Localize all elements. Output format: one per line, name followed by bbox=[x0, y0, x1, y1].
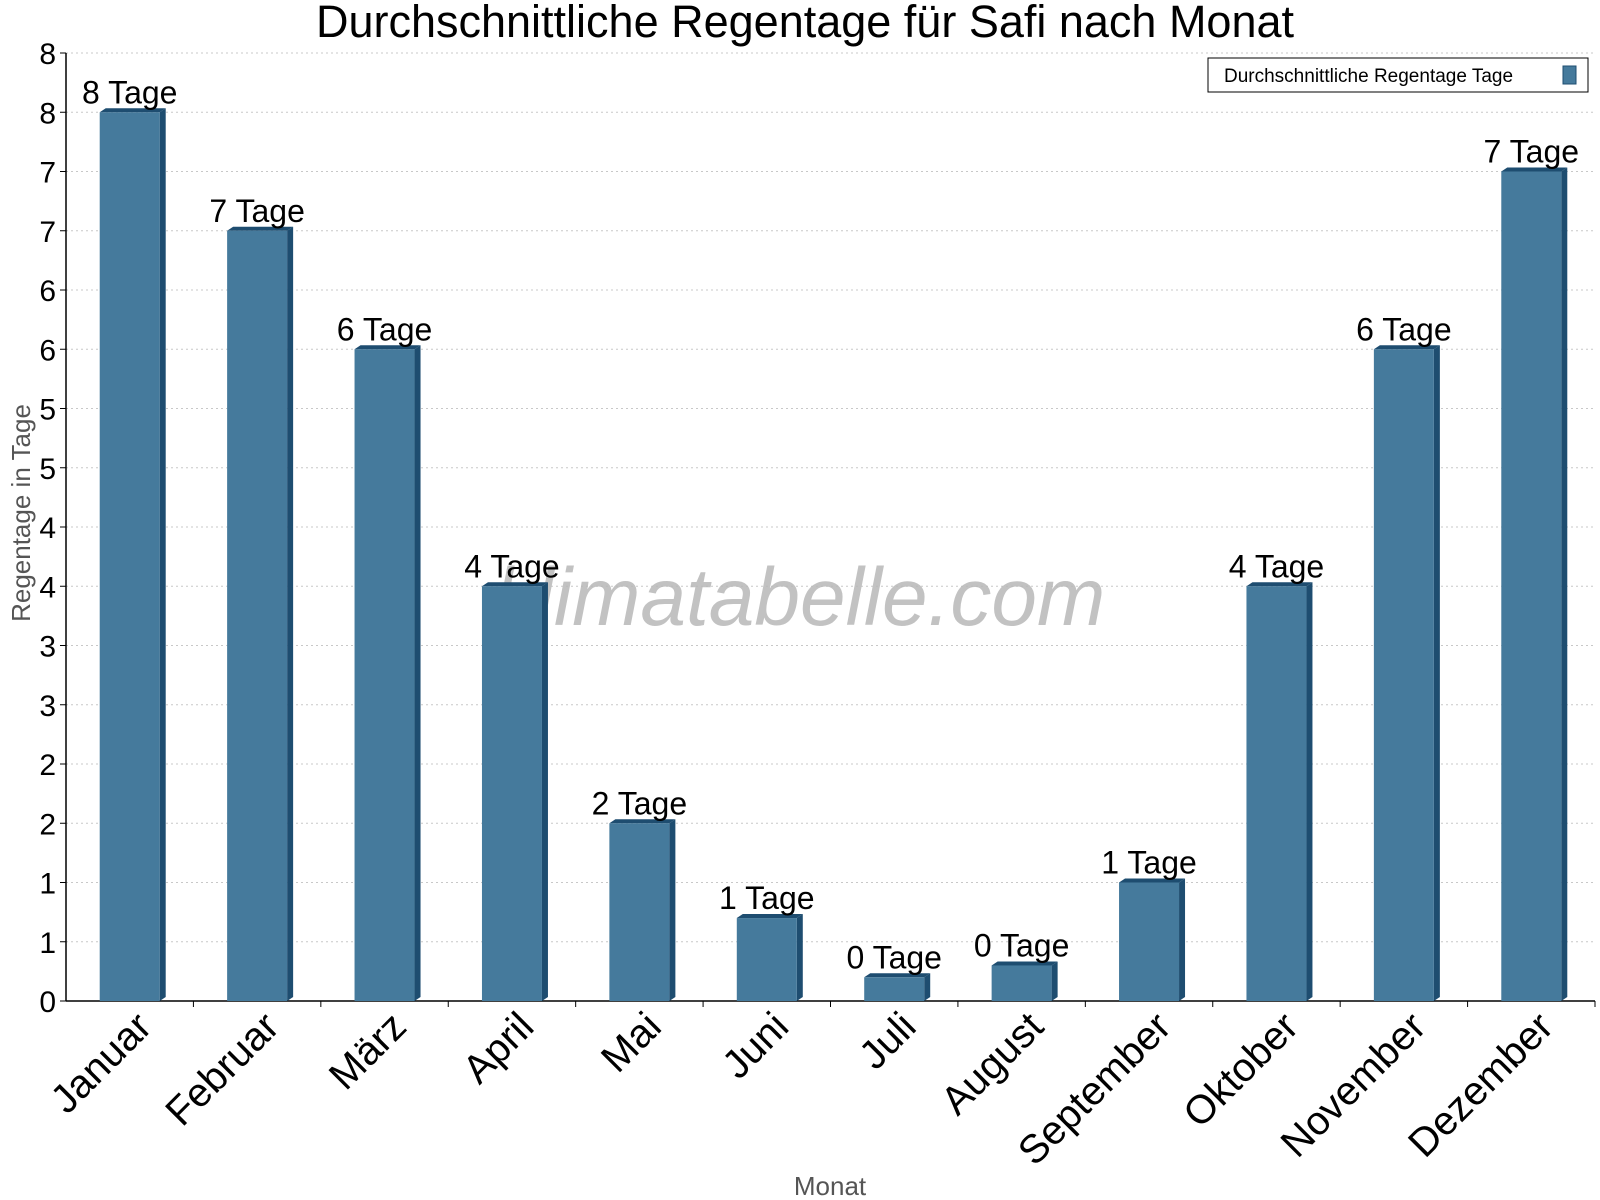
y-tick-label: 3 bbox=[39, 631, 56, 664]
bar-top bbox=[1373, 345, 1440, 350]
legend-swatch bbox=[1562, 65, 1577, 85]
watermark: klimatabelle.com bbox=[495, 552, 1106, 643]
y-tick-label: 6 bbox=[39, 334, 56, 367]
bar-group bbox=[991, 961, 1058, 1001]
bar-side bbox=[1179, 878, 1186, 1001]
y-tick-label: 0 bbox=[39, 986, 56, 1019]
bar-group bbox=[1119, 878, 1186, 1001]
bar-side bbox=[287, 226, 294, 1001]
bar bbox=[1246, 586, 1307, 1001]
bar-side bbox=[669, 819, 676, 1001]
bar-top bbox=[1119, 878, 1186, 883]
x-axis-label: Monat bbox=[794, 1171, 867, 1200]
bar bbox=[227, 230, 288, 1001]
x-tick-label: März bbox=[321, 1004, 415, 1098]
y-tick-label: 4 bbox=[39, 571, 56, 604]
data-label: 6 Tage bbox=[337, 311, 433, 347]
data-label: 7 Tage bbox=[1484, 134, 1580, 170]
y-tick-label: 7 bbox=[39, 157, 56, 190]
bar-group bbox=[736, 914, 803, 1001]
bar-group bbox=[1501, 167, 1568, 1001]
data-label: 8 Tage bbox=[82, 74, 178, 110]
bar bbox=[1501, 171, 1562, 1001]
bar-side bbox=[1051, 961, 1058, 1001]
x-tick-label: Juli bbox=[851, 1004, 925, 1078]
data-label: 0 Tage bbox=[974, 927, 1070, 963]
legend-label: Durchschnittliche Regentage Tage bbox=[1224, 66, 1513, 87]
bar-top bbox=[991, 961, 1058, 966]
y-tick-label: 1 bbox=[39, 927, 56, 960]
bar-top bbox=[1246, 582, 1313, 587]
bar-side bbox=[159, 108, 166, 1001]
bar bbox=[1119, 882, 1180, 1001]
bar bbox=[864, 977, 925, 1001]
data-label: 6 Tage bbox=[1356, 311, 1452, 347]
y-tick-label: 3 bbox=[39, 690, 56, 723]
y-axis-ticks: 0 1 1 2 2 3 3 4 4 5 5 6 6 7 7 8 8 bbox=[39, 38, 66, 1019]
bar bbox=[354, 349, 415, 1001]
bar-group bbox=[99, 108, 166, 1001]
bar-side bbox=[1433, 345, 1440, 1001]
y-tick-label: 1 bbox=[39, 868, 56, 901]
bar bbox=[991, 965, 1052, 1001]
data-label: 0 Tage bbox=[846, 939, 942, 975]
bar-top bbox=[609, 819, 676, 824]
bar-side bbox=[796, 914, 803, 1001]
bar bbox=[1373, 349, 1434, 1001]
data-label: 4 Tage bbox=[464, 548, 560, 584]
x-tick-label: Februar bbox=[157, 1004, 287, 1134]
bar-side bbox=[924, 973, 931, 1001]
bar bbox=[99, 112, 160, 1001]
bar-side bbox=[541, 582, 548, 1001]
bar-top bbox=[864, 973, 931, 978]
bar-side bbox=[1561, 167, 1568, 1001]
bar-group bbox=[1246, 582, 1313, 1001]
bar-group bbox=[481, 582, 548, 1001]
chart-title: Durchschnittliche Regentage für Safi nac… bbox=[316, 0, 1295, 47]
bar-group bbox=[1373, 345, 1440, 1001]
x-tick-label: Mai bbox=[593, 1004, 670, 1081]
x-tick-label: April bbox=[455, 1004, 543, 1092]
bar-side bbox=[414, 345, 421, 1001]
legend: Durchschnittliche Regentage Tage bbox=[1207, 57, 1589, 93]
data-label: 1 Tage bbox=[1101, 845, 1197, 881]
legend-box bbox=[1207, 57, 1589, 93]
y-tick-label: 2 bbox=[39, 808, 56, 841]
y-tick-label: 5 bbox=[39, 453, 56, 486]
bar-top bbox=[354, 345, 421, 350]
y-tick-label: 5 bbox=[39, 394, 56, 427]
bar bbox=[609, 823, 670, 1001]
y-tick-label: 2 bbox=[39, 749, 56, 782]
x-tick-label: Juni bbox=[714, 1004, 797, 1087]
y-tick-label: 7 bbox=[39, 216, 56, 249]
y-tick-label: 6 bbox=[39, 275, 56, 308]
bar-group bbox=[864, 973, 931, 1001]
y-axis-label: Regentage in Tage bbox=[6, 404, 36, 622]
grid-lines bbox=[66, 52, 1595, 943]
data-label: 2 Tage bbox=[592, 785, 688, 821]
y-tick-label: 8 bbox=[39, 97, 56, 130]
bar-group bbox=[354, 345, 421, 1001]
x-tick-label: August bbox=[933, 1004, 1052, 1123]
bar-side bbox=[1306, 582, 1313, 1001]
y-tick-label: 4 bbox=[39, 512, 56, 545]
bar bbox=[481, 586, 542, 1001]
bar bbox=[736, 918, 797, 1001]
data-label: 4 Tage bbox=[1229, 548, 1325, 584]
data-label: 7 Tage bbox=[209, 193, 305, 229]
bar-top bbox=[736, 914, 803, 919]
bar-top bbox=[99, 108, 166, 113]
x-tick-label: Januar bbox=[42, 1004, 160, 1122]
bar-top bbox=[481, 582, 548, 587]
bar-top bbox=[227, 226, 294, 231]
bar-group bbox=[609, 819, 676, 1001]
data-label: 1 Tage bbox=[719, 880, 815, 916]
bars: 8 Tage 7 Tage 6 Tage 4 Tage 2 Tage 1 Tage 0 Ta… bbox=[82, 74, 1579, 1001]
y-tick-label: 8 bbox=[39, 38, 56, 71]
bar-top bbox=[1501, 167, 1568, 172]
x-tick-label: Oktober bbox=[1175, 1004, 1307, 1136]
bar-group bbox=[227, 226, 294, 1001]
